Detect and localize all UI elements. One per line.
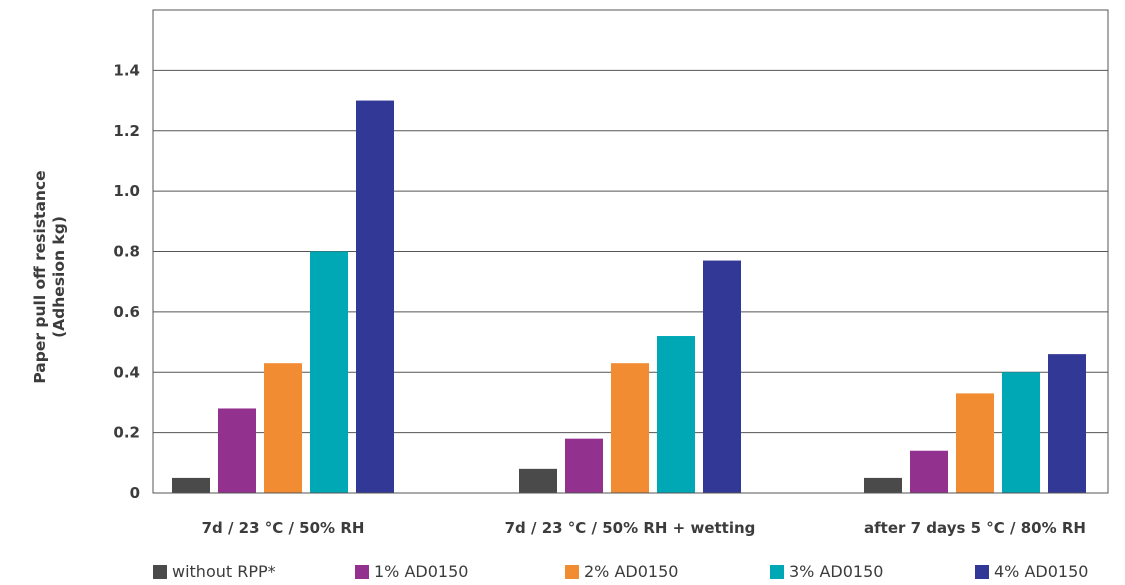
legend-label: 2% AD0150 — [584, 562, 679, 581]
legend-label: 3% AD0150 — [789, 562, 884, 581]
x-category-label: after 7 days 5 °C / 80% RH — [864, 519, 1086, 537]
legend-swatch — [565, 564, 579, 579]
bars — [172, 100, 1086, 493]
bar — [218, 408, 256, 493]
bar — [956, 393, 994, 493]
bar — [910, 450, 948, 493]
legend: without RPP* 1% AD0150 2% AD0150 3% AD0150 4… — [0, 560, 1125, 585]
y-tick-label: 0.8 — [113, 243, 140, 261]
bar — [565, 438, 603, 493]
plot-frame — [152, 9, 1109, 494]
legend-swatch — [153, 564, 167, 579]
legend-label: 4% AD0150 — [994, 562, 1089, 581]
bar — [519, 468, 557, 493]
y-tick-label: 1.4 — [113, 61, 140, 79]
bar — [356, 100, 394, 493]
legend-item: 3% AD0150 — [770, 562, 883, 581]
y-axis-label: Paper pull off resistance (Adhesion kg) — [31, 170, 68, 383]
y-tick-label: 1.0 — [113, 182, 140, 200]
bar — [172, 477, 210, 493]
legend-item: 2% AD0150 — [565, 562, 678, 581]
bar — [310, 251, 348, 493]
legend-swatch — [975, 564, 989, 579]
y-tick-label: 0.6 — [113, 303, 140, 321]
bar — [703, 260, 741, 493]
x-category-label: 7d / 23 °C / 50% RH + wetting — [505, 519, 756, 537]
legend-item: 1% AD0150 — [355, 562, 468, 581]
bar — [611, 363, 649, 493]
bar — [657, 336, 695, 493]
x-category-labels: 7d / 23 °C / 50% RH 7d / 23 °C / 50% RH +… — [202, 519, 1086, 537]
y-tick-label: 1.2 — [113, 122, 140, 140]
y-tick-label: 0.4 — [113, 363, 140, 381]
y-axis-label-line1: Paper pull off resistance — [31, 170, 49, 383]
legend-swatch — [355, 564, 369, 579]
y-axis-label-line2: (Adhesion kg) — [50, 216, 68, 338]
bar — [864, 477, 902, 493]
y-tick-labels: 0 0.2 0.4 0.6 0.8 1.0 1.2 1.4 — [113, 61, 140, 502]
y-tick-label: 0 — [130, 484, 140, 502]
legend-item: 4% AD0150 — [975, 562, 1088, 581]
legend-label: 1% AD0150 — [374, 562, 469, 581]
bar — [1048, 354, 1086, 493]
legend-swatch — [770, 564, 784, 579]
bar — [1002, 372, 1040, 493]
legend-label: without RPP* — [172, 562, 276, 581]
bar — [264, 363, 302, 493]
legend-item: without RPP* — [153, 562, 276, 581]
x-category-label: 7d / 23 °C / 50% RH — [202, 519, 365, 537]
y-tick-label: 0.2 — [113, 424, 140, 442]
